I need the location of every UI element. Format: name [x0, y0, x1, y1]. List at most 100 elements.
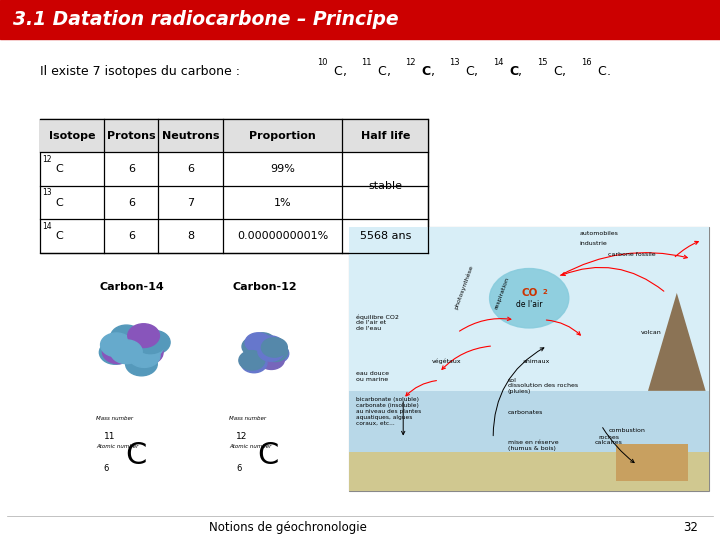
Text: 13: 13: [42, 188, 52, 197]
Bar: [349, 451, 709, 491]
Text: carbonates: carbonates: [508, 409, 543, 415]
Text: .: .: [606, 64, 611, 78]
Text: C: C: [125, 441, 146, 470]
Circle shape: [129, 341, 161, 364]
Text: Neutrons: Neutrons: [162, 131, 220, 140]
Text: roches
calcaires: roches calcaires: [595, 435, 622, 446]
Text: ,: ,: [431, 64, 438, 78]
Text: C: C: [597, 64, 606, 78]
Text: Carbon-14: Carbon-14: [100, 282, 165, 292]
Text: 11: 11: [104, 433, 115, 442]
Circle shape: [99, 341, 131, 364]
Bar: [0, 0, 720, 39]
Text: C: C: [553, 64, 562, 78]
Text: 11: 11: [361, 58, 372, 67]
FancyArrowPatch shape: [459, 317, 510, 331]
Circle shape: [261, 338, 287, 357]
Circle shape: [102, 340, 134, 364]
Circle shape: [128, 343, 160, 367]
Text: Half life: Half life: [361, 131, 410, 140]
Text: mise en réserve
(humus & bois): mise en réserve (humus & bois): [508, 440, 558, 450]
FancyArrowPatch shape: [560, 253, 688, 275]
Text: C: C: [333, 64, 342, 78]
FancyArrowPatch shape: [402, 402, 405, 435]
Text: 16: 16: [581, 58, 592, 67]
Circle shape: [138, 330, 170, 354]
Text: ,: ,: [343, 64, 351, 78]
Text: 13: 13: [449, 58, 460, 67]
Text: C: C: [258, 441, 279, 470]
Circle shape: [262, 342, 288, 361]
Text: C: C: [55, 231, 63, 241]
Circle shape: [241, 353, 267, 373]
Text: Il existe 7 isotopes du carbone :: Il existe 7 isotopes du carbone :: [40, 64, 243, 78]
Circle shape: [239, 350, 265, 370]
Text: 6: 6: [128, 231, 135, 241]
Circle shape: [242, 337, 268, 356]
Text: 12: 12: [236, 433, 248, 442]
Circle shape: [125, 352, 157, 376]
Circle shape: [132, 335, 163, 359]
Text: 6: 6: [187, 164, 194, 174]
Text: 14: 14: [493, 58, 504, 67]
FancyArrowPatch shape: [406, 381, 436, 396]
Text: végétaux: végétaux: [431, 359, 462, 364]
FancyArrowPatch shape: [546, 320, 580, 335]
FancyArrowPatch shape: [442, 346, 490, 369]
Circle shape: [250, 333, 276, 352]
Bar: [616, 444, 688, 481]
Text: ,: ,: [474, 64, 482, 78]
Text: Notions de géochronologie: Notions de géochronologie: [209, 521, 367, 534]
Bar: [349, 391, 709, 451]
Text: C: C: [55, 164, 63, 174]
Circle shape: [258, 350, 284, 369]
Text: eau douce
ou marine: eau douce ou marine: [356, 371, 390, 382]
Text: volcan: volcan: [642, 330, 662, 335]
Text: Isotope: Isotope: [49, 131, 95, 140]
Text: C: C: [421, 64, 431, 78]
Circle shape: [135, 330, 166, 354]
Circle shape: [258, 336, 284, 355]
Text: 6: 6: [128, 164, 135, 174]
FancyArrowPatch shape: [675, 241, 698, 256]
Text: Protons: Protons: [107, 131, 156, 140]
Text: CO: CO: [521, 288, 537, 298]
Text: bicarbonate (soluble)
carbonate (insoluble)
au niveau des plantes
aquatiques, al: bicarbonate (soluble) carbonate (insolub…: [356, 397, 422, 426]
Text: 3.1 Datation radiocarbone – Principe: 3.1 Datation radiocarbone – Principe: [13, 10, 399, 29]
Text: ,: ,: [387, 64, 395, 78]
Circle shape: [127, 324, 159, 348]
Circle shape: [111, 325, 143, 349]
Circle shape: [263, 344, 289, 363]
Circle shape: [245, 333, 271, 352]
Text: animaux: animaux: [523, 359, 550, 364]
Text: 7: 7: [187, 198, 194, 207]
Text: 2: 2: [542, 289, 547, 295]
Circle shape: [111, 340, 143, 363]
Text: 6: 6: [104, 464, 109, 473]
Bar: [349, 227, 709, 391]
FancyArrowPatch shape: [603, 428, 634, 463]
FancyArrowPatch shape: [493, 348, 544, 436]
Text: ,: ,: [518, 64, 526, 78]
Text: Mass number: Mass number: [96, 416, 133, 421]
Text: C: C: [377, 64, 386, 78]
Text: industrie: industrie: [580, 241, 608, 246]
Circle shape: [490, 268, 569, 328]
FancyArrowPatch shape: [562, 267, 664, 291]
Bar: [349, 227, 709, 491]
Text: C: C: [465, 64, 474, 78]
Text: 14: 14: [42, 221, 52, 231]
Text: combustion: combustion: [608, 428, 645, 433]
Text: photosynthèse: photosynthèse: [454, 265, 474, 310]
Circle shape: [104, 337, 135, 361]
Text: Atomic number: Atomic number: [229, 443, 271, 449]
Text: C: C: [509, 64, 518, 78]
Text: respiration: respiration: [493, 276, 510, 310]
Polygon shape: [648, 293, 706, 391]
Text: 12: 12: [405, 58, 416, 67]
Text: 0.0000000001%: 0.0000000001%: [237, 231, 328, 241]
Text: 32: 32: [683, 521, 698, 534]
Text: Carbon-12: Carbon-12: [233, 282, 297, 292]
Text: 6: 6: [128, 198, 135, 207]
Text: sol
dissolution des roches
(pluies): sol dissolution des roches (pluies): [508, 377, 577, 394]
